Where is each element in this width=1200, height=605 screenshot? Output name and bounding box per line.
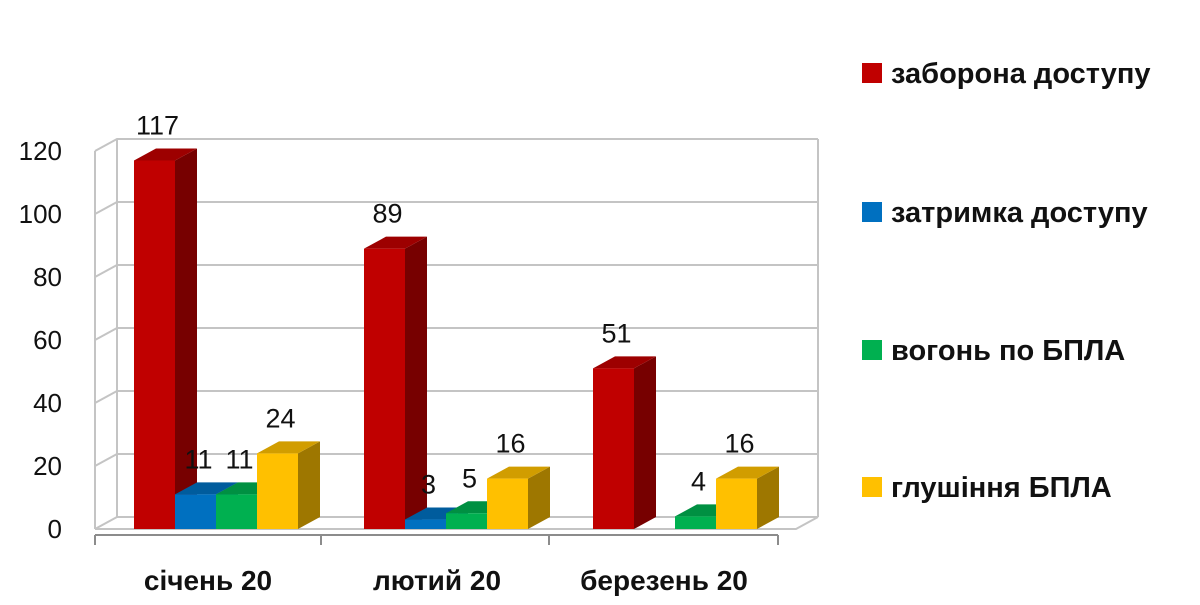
bar-top: [175, 482, 238, 495]
bar-front: [364, 248, 405, 529]
bar-front: [175, 494, 216, 529]
legend-swatch: [862, 63, 882, 83]
bar-top: [364, 236, 427, 249]
legend-item: вогонь по БПЛА: [862, 335, 1125, 367]
legend-label: вогонь по БПЛА: [891, 335, 1125, 367]
legend-swatch: [862, 202, 882, 222]
y-tick-label: 120: [19, 136, 62, 166]
data-label: 51: [601, 318, 631, 348]
bar-side: [528, 466, 550, 529]
legend-label: заборона доступу: [891, 58, 1151, 90]
bar: [134, 148, 197, 529]
data-label: 5: [462, 463, 477, 493]
bar-side: [298, 441, 320, 529]
bar-top: [593, 356, 656, 369]
data-label: 117: [136, 110, 179, 140]
y-tick-label: 60: [33, 325, 62, 355]
legend: заборона доступу затримка доступу вогонь п…: [862, 58, 1151, 504]
axes: 0 20 40 60 80 100 120 січень 20 лютий 20 березень…: [19, 136, 779, 596]
y-tick-label: 80: [33, 262, 62, 292]
data-label: 24: [265, 403, 295, 433]
x-category-label: березень 20: [580, 565, 748, 596]
gridline: [94, 138, 818, 152]
bar-side: [634, 356, 656, 529]
legend-label: затримка доступу: [891, 197, 1148, 229]
gridline: [94, 327, 818, 341]
legend-item: заборона доступу: [862, 58, 1151, 90]
floor-front-line: [95, 516, 819, 530]
bar-front: [257, 453, 298, 529]
bar-top: [134, 148, 197, 161]
gridlines: [94, 138, 819, 530]
gridline: [94, 390, 818, 404]
bar-top: [716, 466, 779, 479]
bar-front: [405, 519, 446, 529]
bar-side: [405, 236, 427, 529]
legend-item: затримка доступу: [862, 197, 1148, 229]
data-label: 3: [421, 470, 436, 500]
bar: [364, 236, 427, 529]
gridline: [94, 201, 818, 215]
bar-front: [134, 160, 175, 529]
y-tick-label: 20: [33, 451, 62, 481]
legend-label: глушіння БПЛА: [891, 472, 1112, 504]
data-label: 16: [724, 429, 754, 459]
bar-front: [446, 513, 487, 529]
y-tick-label: 0: [48, 514, 62, 544]
data-label: 11: [184, 444, 212, 474]
bar-top: [257, 441, 320, 454]
data-labels: 117 89 51 11 3 11 5 4 24 16 16: [136, 110, 755, 499]
y-tick-label: 100: [19, 199, 62, 229]
legend-swatch: [862, 340, 882, 360]
bar-side: [175, 148, 197, 529]
bar: [257, 441, 320, 529]
bar-front: [593, 368, 634, 529]
data-label: 11: [225, 444, 253, 474]
legend-swatch: [862, 477, 882, 497]
bar: [593, 356, 656, 529]
data-label: 89: [372, 199, 402, 229]
data-label: 4: [691, 466, 706, 496]
data-label: 16: [495, 429, 525, 459]
bar-front: [675, 516, 716, 529]
bar-front: [216, 494, 257, 529]
bar-side: [757, 466, 779, 529]
bar-top: [487, 466, 550, 479]
x-category-label: січень 20: [144, 565, 272, 596]
bar-front: [487, 478, 528, 529]
x-category-label: лютий 20: [373, 565, 501, 596]
y-tick-label: 40: [33, 388, 62, 418]
bar-front: [716, 478, 757, 529]
legend-item: глушіння БПЛА: [862, 472, 1112, 504]
bar: [716, 466, 779, 529]
bar: [487, 466, 550, 529]
bars: [134, 148, 779, 529]
gridline: [94, 264, 818, 278]
